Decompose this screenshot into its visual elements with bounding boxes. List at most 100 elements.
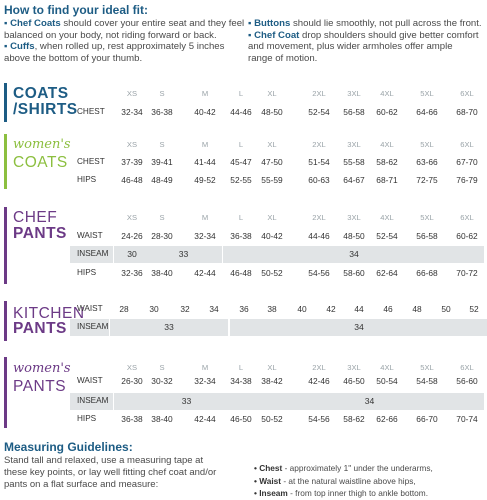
row-shade xyxy=(223,246,484,263)
table-cell: 24-26 xyxy=(121,231,143,241)
table-cell: 39-41 xyxy=(151,157,173,167)
table-cell: 62-64 xyxy=(376,268,398,278)
section-title-line: PANTS xyxy=(13,378,67,395)
size-label: 4XL xyxy=(380,140,394,149)
size-label: M xyxy=(201,213,209,222)
table-cell: 36-38 xyxy=(121,414,143,424)
table-cell: 46-50 xyxy=(230,414,252,424)
size-label: XS xyxy=(126,213,138,222)
fit-tip-text: above the bottom of your thumb. xyxy=(4,52,143,64)
row-label: WAIST xyxy=(77,376,103,385)
guidelines-title: Measuring Guidelines: xyxy=(4,440,133,454)
table-cell: 30 xyxy=(149,304,159,314)
row-label: INSEAM xyxy=(77,322,109,331)
table-cell: 49-52 xyxy=(194,175,216,185)
fit-tip-line: balanced on your body, not riding forwar… xyxy=(4,30,244,42)
table-cell: 72-75 xyxy=(416,175,438,185)
table-cell: 60-63 xyxy=(308,175,330,185)
size-label: S xyxy=(159,363,165,372)
table-cell: 52 xyxy=(469,304,479,314)
guideline-term: • Waist xyxy=(254,475,282,486)
table-cell: 38-40 xyxy=(151,414,173,424)
row-label: HIPS xyxy=(77,175,97,184)
size-header-row: XS S M L XL 2XL 3XL 4XL 5XL 6XL xyxy=(4,363,485,374)
table-cell: 56-58 xyxy=(416,231,438,241)
row-shade xyxy=(70,393,113,410)
fit-tip-text: should cover your entire seat and they f… xyxy=(60,18,245,29)
fit-heading: How to find your ideal fit: xyxy=(4,3,148,17)
size-label: 2XL xyxy=(312,363,326,372)
table-cell: 45-47 xyxy=(230,157,252,167)
table-row: WAIST 26-30 30-32 32-34 34-38 38-42 42-46 46-50… xyxy=(4,373,485,390)
table-cell: 52-55 xyxy=(230,175,252,185)
section-title-line: /SHIRTS xyxy=(13,101,78,118)
table-cell: 68-70 xyxy=(456,107,478,117)
size-label: 6XL xyxy=(460,363,474,372)
section-accent-bar xyxy=(4,83,7,122)
table-cell: 28-30 xyxy=(151,231,173,241)
fit-tip-text: should lie smoothly, not pull across the… xyxy=(290,18,482,29)
table-cell: 46-50 xyxy=(343,376,365,386)
size-section-coats-shirts: COATS/SHIRTS XS S M L XL 2XL 3XL 4XL 5XL 6XL CHEST 3… xyxy=(4,83,485,122)
row-label: INSEAM xyxy=(77,396,109,405)
row-shade xyxy=(229,319,487,336)
fit-tip-term: ▪ Buttons xyxy=(248,18,291,29)
size-label: XL xyxy=(267,140,277,149)
table-cell: 42 xyxy=(326,304,336,314)
fit-tip-line: ▪ Cuffs, when rolled up, rest approximat… xyxy=(4,41,244,53)
size-label: 3XL xyxy=(347,363,361,372)
row-shade xyxy=(109,319,228,336)
table-cell: 40-42 xyxy=(194,107,216,117)
table-cell: 44 xyxy=(354,304,364,314)
table-cell: 46-48 xyxy=(230,268,252,278)
table-cell: 42-44 xyxy=(194,268,216,278)
table-row: HIPS 46-48 48-49 49-52 52-55 55-59 60-63 64-67 6… xyxy=(4,172,485,189)
fit-tip-line: above the bottom of your thumb. xyxy=(4,53,244,65)
table-cell: 26-30 xyxy=(121,376,143,386)
size-label: 4XL xyxy=(380,89,394,98)
table-cell: 41-44 xyxy=(194,157,216,167)
fit-tips-right: ▪ Buttons should lie smoothly, not pull … xyxy=(248,18,482,64)
size-header-row: XS S M L XL 2XL 3XL 4XL 5XL 6XL xyxy=(4,140,485,151)
table-cell: 40-42 xyxy=(261,231,283,241)
table-row: CHEST 32-34 36-38 40-42 44-46 48-50 52-54 56-58… xyxy=(4,104,485,121)
table-cell: 55-58 xyxy=(343,157,365,167)
row-shade xyxy=(70,246,113,263)
guideline-item: • Waist - at the natural waistline above… xyxy=(254,475,433,488)
section-title-line: women's xyxy=(13,361,71,376)
size-label: S xyxy=(159,213,165,222)
guideline-item: • Inseam - from top inner thigh to ankle… xyxy=(254,487,433,500)
table-cell: 64-67 xyxy=(343,175,365,185)
section-title-line: COATS xyxy=(13,154,68,171)
table-cell: 58-60 xyxy=(343,268,365,278)
section-accent-bar xyxy=(4,301,7,341)
guideline-desc: - at the natural waistline above hips, xyxy=(281,475,416,486)
size-label: M xyxy=(201,140,209,149)
section-title-line: women's xyxy=(13,137,71,152)
table-cell: 33 xyxy=(181,396,192,406)
row-label: WAIST xyxy=(77,304,103,313)
table-cell: 56-60 xyxy=(456,376,478,386)
table-cell: 50 xyxy=(441,304,451,314)
size-section-chef-pants: CHEF PANTS XS S M L XL 2XL 3XL 4XL 5XL 6XL WAIST 24-2… xyxy=(4,207,485,284)
table-cell: 44-46 xyxy=(308,231,330,241)
size-label: L xyxy=(238,363,244,372)
table-cell: 66-70 xyxy=(416,414,438,424)
table-row: HIPS 36-38 38-40 42-44 46-50 50-52 54-56 58-62 6… xyxy=(4,411,485,428)
guideline-desc: - approximately 1" under the underarms, xyxy=(282,463,433,473)
row-shade xyxy=(114,246,149,263)
size-label: 5XL xyxy=(420,213,434,222)
fit-tip-term: ▪ Cuffs xyxy=(4,41,35,52)
table-cell: 56-58 xyxy=(343,107,365,117)
table-cell: 33 xyxy=(178,249,189,259)
size-label: M xyxy=(201,89,209,98)
size-label: 5XL xyxy=(420,89,434,98)
table-cell: 76-79 xyxy=(456,175,478,185)
fit-tips-left: ▪ Chef Coats should cover your entire se… xyxy=(4,18,244,64)
size-label: S xyxy=(159,140,165,149)
table-cell: 52-54 xyxy=(376,231,398,241)
table-cell: 42-46 xyxy=(308,376,330,386)
table-cell: 32-34 xyxy=(194,231,216,241)
table-cell: 42-44 xyxy=(194,414,216,424)
fit-tip-line: range of motion. xyxy=(248,53,482,65)
